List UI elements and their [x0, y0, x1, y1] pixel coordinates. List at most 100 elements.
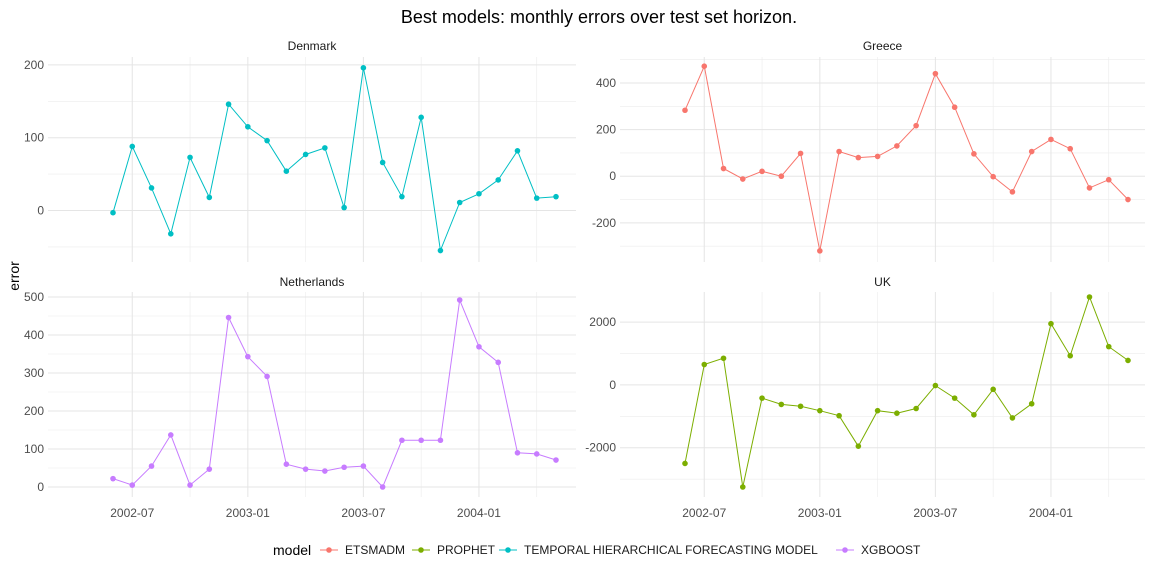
data-point — [759, 168, 765, 175]
data-point — [399, 437, 405, 444]
data-point — [379, 484, 386, 490]
data-point — [682, 460, 688, 467]
legend-item-xgboost: XGBOOST — [836, 543, 921, 557]
series-line-uk — [684, 295, 1129, 488]
data-point — [437, 437, 444, 444]
data-point — [533, 451, 540, 457]
data-point — [951, 395, 958, 401]
legend-label: PROPHET — [437, 543, 496, 557]
legend-key-point — [326, 547, 332, 553]
chart-title: Best models: monthly errors over test se… — [401, 7, 797, 27]
data-point — [874, 153, 881, 160]
legend-key-point — [505, 547, 511, 553]
data-point — [148, 463, 155, 469]
data-point — [399, 193, 405, 200]
data-point — [1009, 189, 1016, 195]
data-point — [990, 386, 996, 393]
data-point — [778, 401, 785, 408]
data-point — [187, 482, 193, 488]
data-point — [894, 143, 900, 149]
data-point — [1105, 176, 1112, 183]
data-point — [245, 123, 251, 130]
strip-label-denmark: Denmark — [288, 39, 338, 53]
data-point — [1067, 145, 1074, 152]
strip-label-netherlands: Netherlands — [280, 275, 345, 289]
x-tick-label: 2002-07 — [682, 506, 726, 520]
y-tick-label: 400 — [596, 76, 616, 90]
data-point — [302, 151, 309, 158]
data-point — [418, 114, 424, 121]
data-point — [456, 297, 463, 303]
data-point — [913, 405, 919, 412]
data-point — [1125, 357, 1131, 364]
data-point — [553, 457, 559, 463]
y-tick-label: 0 — [37, 480, 44, 494]
data-point — [1105, 343, 1112, 350]
data-point — [701, 63, 708, 69]
y-tick-label: 300 — [24, 366, 44, 380]
data-point — [553, 193, 559, 200]
legend-key-point — [418, 547, 424, 553]
x-tick-label: 2002-07 — [110, 506, 154, 520]
data-point — [855, 154, 862, 161]
legend-label: XGBOOST — [861, 543, 921, 557]
data-point — [360, 65, 367, 71]
y-tick-label: 0 — [609, 169, 616, 183]
data-point — [456, 199, 463, 206]
data-point — [1067, 352, 1074, 359]
legend-item-prophet: PROPHET — [412, 543, 496, 557]
data-point — [341, 464, 347, 471]
series-line-greece — [684, 64, 1129, 251]
x-tick-label: 2003-07 — [341, 506, 385, 520]
data-point — [932, 382, 939, 389]
data-point — [817, 407, 823, 414]
x-tick-label: 2004-01 — [1029, 506, 1073, 520]
data-point — [129, 143, 136, 150]
data-point — [855, 443, 862, 449]
legend-label: TEMPORAL HIERARCHICAL FORECASTING MODEL — [524, 543, 818, 557]
data-point — [341, 204, 347, 211]
y-axis-title: error — [6, 261, 22, 291]
data-point — [913, 122, 919, 129]
panel-uk: UK -2000 0 2000 2002-07 2003-01 2003-07 2004-01 — [585, 275, 1145, 520]
y-tick-label: 100 — [24, 442, 44, 456]
data-point — [129, 482, 136, 488]
data-point — [225, 314, 232, 321]
data-point — [533, 195, 540, 201]
data-point — [322, 468, 328, 474]
data-point — [1028, 148, 1035, 155]
data-point — [932, 70, 939, 77]
data-point — [206, 466, 213, 472]
x-tick-label: 2003-01 — [226, 506, 270, 520]
data-point — [1009, 415, 1016, 421]
panel-denmark: Denmark 0 100 200 — [24, 39, 576, 262]
data-point — [739, 484, 746, 490]
legend-title: model — [273, 542, 311, 558]
data-point — [322, 145, 328, 151]
data-point — [476, 343, 482, 350]
y-tick-label: 2000 — [589, 315, 616, 329]
y-tick-label: 100 — [24, 131, 44, 145]
data-point — [110, 475, 116, 482]
data-point — [225, 101, 232, 108]
data-point — [894, 410, 900, 416]
y-tick-label: 200 — [24, 404, 44, 418]
data-point — [971, 411, 977, 418]
data-point — [720, 165, 727, 172]
x-tick-label: 2003-01 — [798, 506, 842, 520]
x-tick-label: 2004-01 — [457, 506, 501, 520]
data-point — [1028, 400, 1035, 407]
data-point — [1086, 185, 1093, 191]
series-line-netherlands — [112, 298, 557, 488]
legend-key-point — [842, 547, 848, 553]
data-point — [1125, 196, 1131, 203]
legend: model ETSMADM PROPHET TEMPORAL HIERARCHICAL… — [273, 542, 921, 558]
panels-group: Denmark0100200Greece-2000200400Netherlan… — [24, 39, 1145, 520]
data-point — [682, 107, 688, 114]
data-point — [720, 355, 727, 362]
data-point — [283, 461, 290, 468]
data-point — [701, 361, 708, 368]
y-tick-label: 200 — [24, 58, 44, 72]
y-tick-label: 400 — [24, 328, 44, 342]
